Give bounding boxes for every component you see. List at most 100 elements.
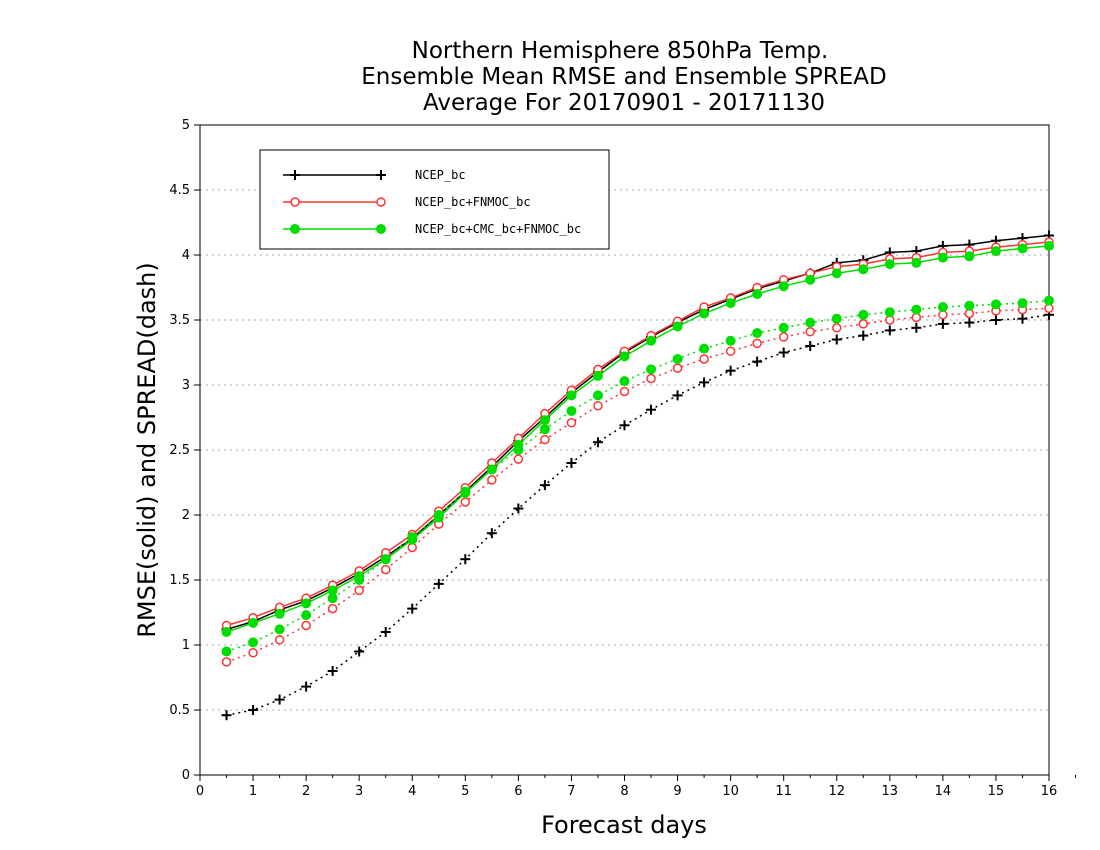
y-tick-label: 4 [182, 248, 190, 263]
spread-line [226, 307, 1050, 663]
spread-point [433, 578, 444, 589]
spread-point [248, 648, 258, 658]
spread-point [221, 657, 232, 667]
rmse-point [248, 617, 259, 628]
y-tick-label: 1 [182, 638, 190, 653]
y-tick-label: 5 [182, 118, 190, 133]
rmse-point [990, 246, 1001, 257]
rmse-point [619, 351, 630, 362]
x-tick-label: 3 [355, 784, 363, 799]
x-tick-label: 12 [828, 784, 845, 799]
x-axis: 0 1 2 3 4 5 6 7 8 9 10 11 12 13 14 15 16 [196, 775, 1077, 799]
x-tick-label: 1 [249, 784, 257, 799]
x-tick-label: 0 [196, 784, 204, 799]
spread-point [964, 300, 975, 311]
spread-point [1017, 313, 1028, 324]
series-1 [221, 230, 1054, 721]
spread-point [646, 373, 656, 384]
spread-point [778, 332, 789, 342]
x-tick-label: 2 [302, 784, 310, 799]
y-tick-label: 2 [182, 508, 190, 523]
rmse-point [805, 274, 816, 285]
spread-point [433, 510, 444, 520]
rmse-point [566, 390, 577, 401]
spread-point [1017, 298, 1028, 309]
spread-point [513, 454, 524, 464]
spread-point [672, 390, 683, 401]
spread-point [911, 322, 922, 333]
x-tick-label: 11 [775, 784, 792, 799]
spread-point [327, 603, 338, 614]
rmse-point [725, 298, 736, 309]
spread-point [778, 347, 789, 358]
y-tick-label: 4.5 [169, 183, 190, 198]
spread-point [274, 624, 285, 635]
rmse-point [539, 415, 550, 426]
spread-point [990, 299, 1001, 310]
legend-marker [376, 170, 386, 180]
spread-point [248, 637, 259, 648]
spread-point [699, 377, 710, 388]
spread-point [354, 646, 365, 657]
x-tick-label: 5 [461, 784, 469, 799]
y-tick-label: 3 [182, 378, 190, 393]
legend-box [259, 149, 610, 250]
y-tick-label: 1.5 [169, 573, 190, 588]
spread-point [327, 666, 338, 676]
spread-point [248, 705, 259, 715]
spread-point [274, 694, 285, 705]
spread-point [380, 627, 391, 637]
spread-point [805, 341, 816, 351]
title-line-3: Average For 20170901 - 20171130 [423, 90, 825, 116]
spread-point [672, 363, 683, 373]
spread-point [486, 464, 497, 475]
x-tick-label: 13 [882, 784, 899, 799]
spread-point [619, 386, 630, 397]
spread-point [831, 334, 842, 345]
spread-point [990, 315, 1001, 325]
spread-point [619, 376, 630, 387]
spread-point [805, 326, 815, 337]
rmse-point [884, 259, 895, 270]
spread-point [858, 330, 869, 341]
rmse-point [592, 370, 603, 381]
rmse-line [226, 234, 1050, 631]
spread-point [884, 325, 895, 336]
legend-item: NCEP_bc [283, 168, 466, 182]
y-tick-label: 2.5 [169, 443, 190, 458]
spread-point [540, 434, 550, 445]
spread-point [539, 480, 550, 491]
rmse-point [752, 289, 763, 299]
spread-point [274, 635, 285, 645]
rmse-point [964, 251, 975, 262]
spread-point [858, 319, 869, 329]
rmse-point [1044, 240, 1054, 251]
title-line-1: Northern Hemisphere 850hPa Temp. [412, 38, 829, 64]
rmse-line [226, 241, 1050, 627]
spread-point [725, 346, 736, 356]
spread-point [1044, 295, 1054, 306]
spread-point [566, 458, 577, 468]
spread-point [301, 610, 312, 621]
rmse-point [274, 608, 285, 619]
chart-title: Northern Hemisphere 850hPa Temp. Ensembl… [361, 38, 886, 116]
legend: NCEP_bc NCEP_bc+FNMOC_bc NCEP_bc+CMC_bc+FN… [259, 149, 610, 250]
spread-point [725, 335, 736, 346]
spread-point [301, 620, 311, 631]
title-line-2: Ensemble Mean RMSE and Ensemble SPREAD [361, 64, 886, 90]
legend-marker [290, 170, 300, 180]
series-2 [221, 237, 1054, 667]
spread-point [699, 354, 709, 364]
y-tick-label: 0.5 [169, 703, 190, 718]
spread-point [884, 307, 895, 318]
spread-point [566, 417, 577, 428]
spread-point [937, 302, 948, 312]
rmse-point [672, 321, 683, 332]
rmse-point [831, 268, 842, 279]
rmse-line [226, 245, 1050, 633]
spread-point [752, 328, 763, 338]
spread-point [593, 401, 603, 411]
legend-label: NCEP_bc+FNMOC_bc [415, 195, 531, 209]
rmse-point [646, 335, 657, 346]
